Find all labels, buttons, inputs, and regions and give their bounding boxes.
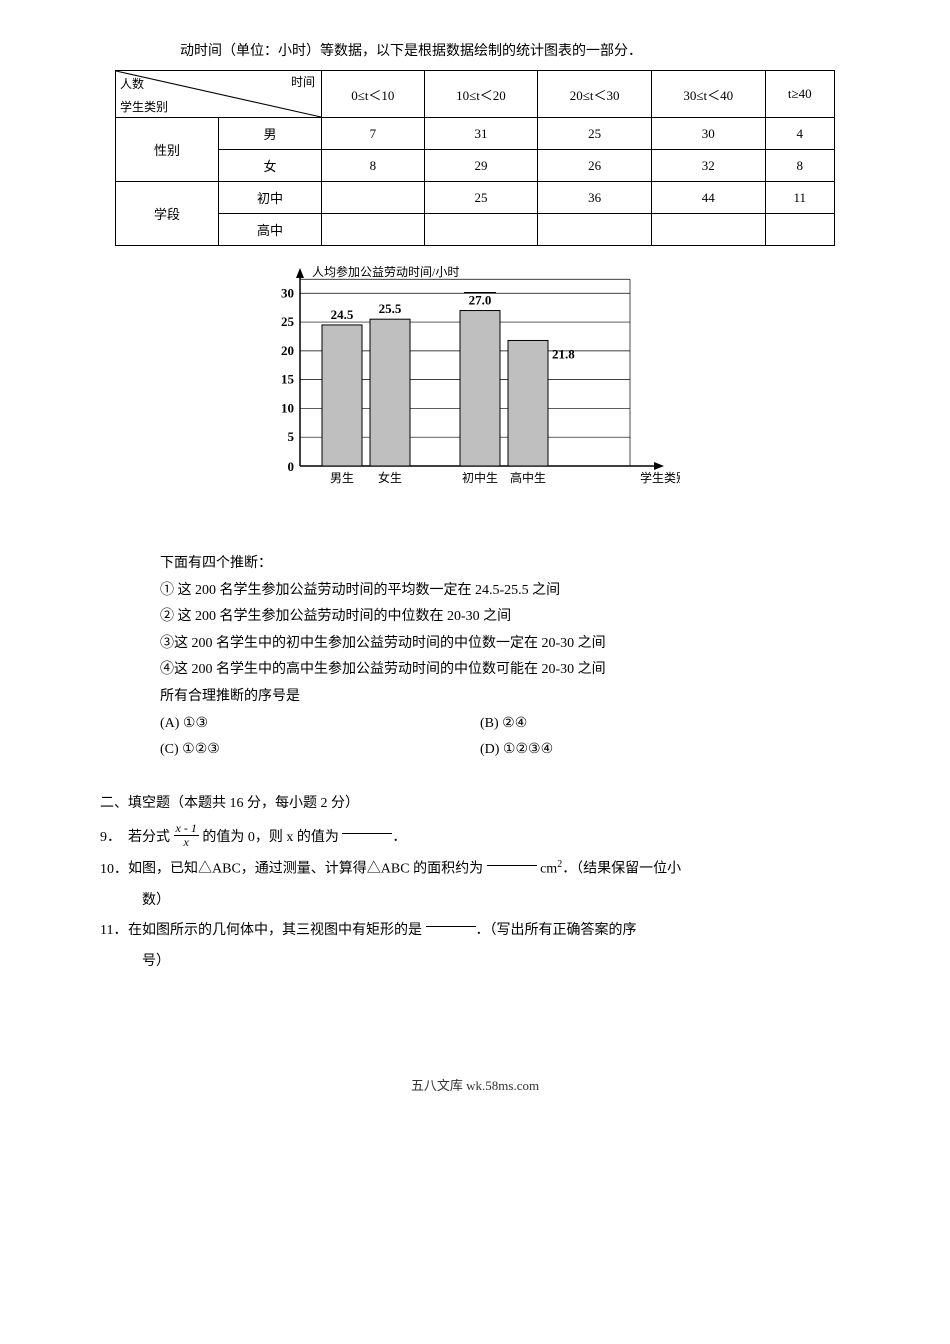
svg-text:21.8: 21.8 — [552, 346, 575, 361]
corner-mid: 人数 — [120, 75, 144, 92]
svg-text:25: 25 — [281, 314, 295, 329]
svg-text:25.5: 25.5 — [379, 301, 402, 316]
svg-text:初中生: 初中生 — [462, 470, 498, 485]
corner-top: 时间 — [291, 73, 315, 90]
question-11-line2: 号） — [142, 949, 850, 976]
option-c: (C) ①②③ — [160, 737, 480, 764]
question-11: 11．在如图所示的几何体中，其三视图中有矩形的是 ．（写出所有正确答案的序 — [100, 918, 850, 945]
cell — [322, 214, 425, 246]
svg-text:20: 20 — [281, 343, 294, 358]
inferences-header: 下面有四个推断： — [160, 551, 850, 578]
q11-tail: ．（写出所有正确答案的序 — [476, 923, 637, 938]
q11-number: 11． — [100, 918, 128, 945]
svg-text:0: 0 — [288, 459, 295, 474]
cell: 36 — [538, 182, 652, 214]
bar-chart: 人均参加公益劳动时间/小时 5 10 15 20 25 30 0 24.5 男生 25.5 女生 27.… — [260, 266, 690, 521]
cell: 31 — [424, 118, 538, 150]
question-10-line2: 数） — [142, 888, 850, 915]
q10-text: 如图，已知△ABC，通过测量、计算得△ABC 的面积约为 — [128, 862, 483, 877]
fraction-numerator: x - 1 — [174, 822, 199, 836]
inference-item: ① 这 200 名学生参加公益劳动时间的平均数一定在 24.5-25.5 之间 — [160, 578, 850, 605]
cell: 26 — [538, 150, 652, 182]
cell — [765, 214, 834, 246]
row-label: 男 — [219, 118, 322, 150]
q10-unit: cm — [537, 862, 558, 877]
question-10: 10．如图，已知△ABC，通过测量、计算得△ABC 的面积约为 cm2．（结果保… — [100, 855, 850, 883]
col-header: 20≤t＜30 — [538, 71, 652, 118]
svg-text:27.0: 27.0 — [469, 293, 492, 308]
q9-pre: 若分式 — [128, 830, 170, 845]
q9-post: 的值为 0，则 x 的值为 — [202, 830, 339, 845]
cell: 32 — [651, 150, 765, 182]
answer-options: (A) ①③ (B) ②④ (C) ①②③ (D) ①②③④ — [160, 711, 850, 764]
cell: 29 — [424, 150, 538, 182]
cell: 11 — [765, 182, 834, 214]
col-header: 10≤t＜20 — [424, 71, 538, 118]
svg-text:5: 5 — [288, 429, 295, 444]
svg-text:24.5: 24.5 — [331, 307, 354, 322]
inference-item: ③这 200 名学生中的初中生参加公益劳动时间的中位数一定在 20-30 之间 — [160, 631, 850, 658]
option-a: (A) ①③ — [160, 711, 480, 738]
page-footer: 五八文库 wk.58ms.com — [100, 1075, 850, 1094]
svg-text:30: 30 — [281, 285, 294, 300]
data-table: 人数 时间 学生类别 0≤t＜10 10≤t＜20 20≤t＜30 30≤t＜4… — [115, 70, 835, 246]
q9-number: 9． — [100, 825, 128, 852]
fill-blank — [487, 865, 537, 866]
row-group: 学段 — [116, 182, 219, 246]
cell: 25 — [424, 182, 538, 214]
inference-item: ④这 200 名学生中的高中生参加公益劳动时间的中位数可能在 20-30 之间 — [160, 657, 850, 684]
row-label: 高中 — [219, 214, 322, 246]
row-label: 女 — [219, 150, 322, 182]
cell: 7 — [322, 118, 425, 150]
section-2-heading: 二、填空题（本题共 16 分，每小题 2 分） — [100, 792, 850, 812]
svg-text:女生: 女生 — [378, 470, 402, 485]
q10-tail: ．（结果保留一位小 — [562, 862, 681, 877]
cell: 8 — [322, 150, 425, 182]
cell: 25 — [538, 118, 652, 150]
col-header: 30≤t＜40 — [651, 71, 765, 118]
svg-text:10: 10 — [281, 400, 294, 415]
row-group: 性别 — [116, 118, 219, 182]
cell: 4 — [765, 118, 834, 150]
intro-text: 动时间（单位：小时）等数据，以下是根据数据绘制的统计图表的一部分． — [180, 40, 850, 60]
cell: 8 — [765, 150, 834, 182]
svg-text:人均参加公益劳动时间/小时: 人均参加公益劳动时间/小时 — [312, 266, 459, 279]
cell — [424, 214, 538, 246]
svg-text:男生: 男生 — [330, 471, 354, 485]
cell: 30 — [651, 118, 765, 150]
cell — [322, 182, 425, 214]
q9-end: ． — [392, 830, 406, 845]
q10-number: 10． — [100, 857, 128, 884]
table-corner: 人数 时间 学生类别 — [116, 71, 322, 118]
inference-item: ② 这 200 名学生参加公益劳动时间的中位数在 20-30 之间 — [160, 604, 850, 631]
fraction-denominator: x — [174, 836, 199, 849]
row-label: 初中 — [219, 182, 322, 214]
option-d: (D) ①②③④ — [480, 737, 800, 764]
q11-text: 在如图所示的几何体中，其三视图中有矩形的是 — [128, 923, 422, 938]
svg-text:高中生: 高中生 — [510, 470, 546, 485]
cell — [651, 214, 765, 246]
corner-bot: 学生类别 — [120, 98, 168, 115]
fill-blank — [342, 833, 392, 834]
fill-blank — [426, 926, 476, 927]
inferences-tail: 所有合理推断的序号是 — [160, 684, 850, 711]
cell — [538, 214, 652, 246]
cell: 44 — [651, 182, 765, 214]
option-b: (B) ②④ — [480, 711, 800, 738]
svg-text:学生类别: 学生类别 — [640, 470, 680, 485]
question-9: 9．若分式 x - 1 x 的值为 0，则 x 的值为 ． — [100, 824, 850, 852]
svg-text:15: 15 — [281, 372, 295, 387]
col-header: t≥40 — [765, 71, 834, 118]
col-header: 0≤t＜10 — [322, 71, 425, 118]
fraction: x - 1 x — [174, 822, 199, 849]
